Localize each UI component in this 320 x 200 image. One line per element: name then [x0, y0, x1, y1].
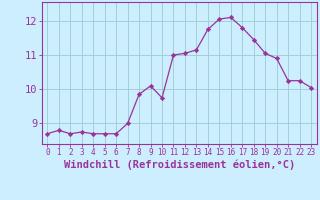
- X-axis label: Windchill (Refroidissement éolien,°C): Windchill (Refroidissement éolien,°C): [64, 160, 295, 170]
